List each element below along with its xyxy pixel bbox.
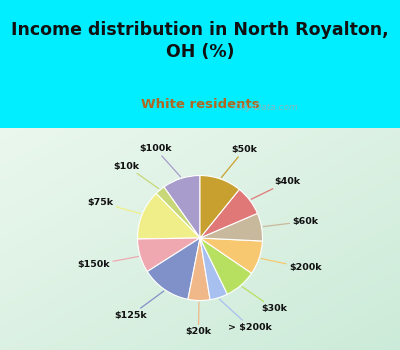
Text: City-Data.com: City-Data.com — [228, 104, 298, 112]
Text: $150k: $150k — [78, 257, 138, 270]
Text: $10k: $10k — [114, 162, 159, 189]
Wedge shape — [200, 238, 252, 294]
Text: Income distribution in North Royalton,
OH (%): Income distribution in North Royalton, O… — [11, 21, 389, 61]
Wedge shape — [200, 175, 239, 238]
Text: White residents: White residents — [141, 98, 259, 111]
Text: $125k: $125k — [114, 291, 164, 320]
Text: $20k: $20k — [186, 302, 212, 336]
Text: $60k: $60k — [263, 217, 318, 226]
Wedge shape — [138, 194, 200, 239]
Text: $40k: $40k — [251, 177, 301, 199]
Wedge shape — [156, 187, 200, 238]
Text: $100k: $100k — [139, 144, 180, 177]
Wedge shape — [200, 238, 262, 273]
Text: $30k: $30k — [242, 287, 287, 314]
Wedge shape — [147, 238, 200, 299]
Wedge shape — [200, 189, 258, 238]
Text: > $200k: > $200k — [220, 299, 272, 332]
Wedge shape — [164, 175, 200, 238]
Text: $50k: $50k — [222, 145, 257, 177]
Wedge shape — [138, 238, 200, 272]
Wedge shape — [200, 214, 262, 241]
Text: $75k: $75k — [87, 198, 140, 214]
Text: $200k: $200k — [261, 258, 322, 272]
Wedge shape — [200, 238, 227, 300]
Wedge shape — [188, 238, 210, 301]
